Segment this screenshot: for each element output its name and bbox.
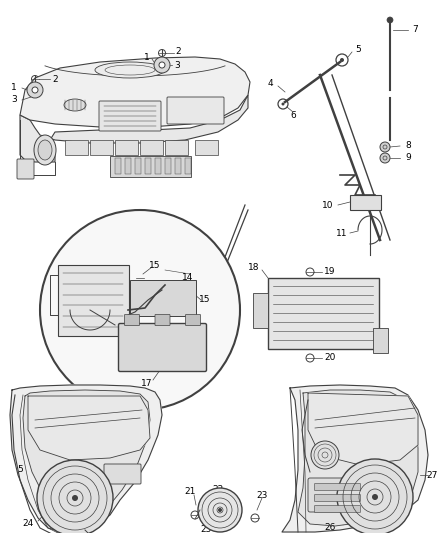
Text: 15: 15 (149, 261, 161, 270)
Ellipse shape (95, 62, 165, 78)
Text: 25: 25 (200, 524, 212, 533)
FancyBboxPatch shape (186, 314, 201, 326)
FancyBboxPatch shape (125, 158, 131, 174)
FancyBboxPatch shape (110, 156, 191, 176)
FancyBboxPatch shape (165, 158, 171, 174)
Polygon shape (298, 390, 418, 526)
FancyBboxPatch shape (373, 328, 389, 353)
FancyBboxPatch shape (350, 195, 381, 209)
Circle shape (380, 142, 390, 152)
Circle shape (340, 58, 344, 62)
Circle shape (387, 17, 393, 23)
Circle shape (72, 495, 78, 501)
Text: 22: 22 (212, 486, 224, 495)
Text: 19: 19 (324, 268, 336, 277)
FancyBboxPatch shape (114, 140, 138, 155)
Text: 10: 10 (322, 200, 334, 209)
FancyBboxPatch shape (64, 140, 88, 155)
FancyBboxPatch shape (185, 158, 191, 174)
FancyBboxPatch shape (167, 97, 224, 124)
FancyBboxPatch shape (194, 140, 218, 155)
Text: 3: 3 (11, 95, 17, 104)
Ellipse shape (64, 99, 86, 111)
Circle shape (32, 87, 38, 93)
Text: 8: 8 (405, 141, 411, 149)
FancyBboxPatch shape (308, 478, 367, 512)
Circle shape (198, 488, 242, 532)
Circle shape (311, 441, 339, 469)
Text: 27: 27 (426, 471, 438, 480)
Text: 26: 26 (324, 523, 336, 532)
Text: 7: 7 (412, 26, 418, 35)
FancyBboxPatch shape (119, 324, 206, 372)
Text: 2: 2 (52, 75, 58, 84)
Text: 6: 6 (290, 110, 296, 119)
Text: 17: 17 (141, 378, 153, 387)
FancyBboxPatch shape (268, 278, 378, 349)
Circle shape (380, 153, 390, 163)
Ellipse shape (38, 140, 52, 160)
Text: 5: 5 (355, 45, 361, 54)
FancyBboxPatch shape (17, 159, 34, 179)
Circle shape (40, 210, 240, 410)
FancyBboxPatch shape (124, 314, 139, 326)
Circle shape (159, 62, 165, 68)
Polygon shape (20, 95, 248, 162)
FancyBboxPatch shape (89, 140, 113, 155)
Polygon shape (20, 57, 250, 127)
FancyBboxPatch shape (115, 158, 121, 174)
Circle shape (27, 82, 43, 98)
FancyBboxPatch shape (165, 140, 187, 155)
FancyBboxPatch shape (175, 158, 181, 174)
Text: 15: 15 (199, 295, 211, 304)
Ellipse shape (34, 135, 56, 165)
Circle shape (337, 459, 413, 533)
Text: 18: 18 (248, 263, 260, 272)
FancyBboxPatch shape (130, 279, 195, 316)
Circle shape (372, 494, 378, 500)
FancyBboxPatch shape (104, 464, 141, 484)
Text: 20: 20 (324, 353, 336, 362)
FancyBboxPatch shape (314, 505, 360, 513)
Text: 4: 4 (267, 78, 273, 87)
Text: 2: 2 (175, 47, 181, 56)
FancyBboxPatch shape (155, 314, 170, 326)
Polygon shape (282, 385, 428, 532)
Text: 16: 16 (62, 316, 74, 325)
Text: 3: 3 (174, 61, 180, 69)
Text: 5: 5 (17, 465, 23, 474)
Circle shape (218, 508, 222, 512)
Text: 9: 9 (405, 154, 411, 163)
FancyBboxPatch shape (135, 158, 141, 174)
FancyBboxPatch shape (145, 158, 151, 174)
Text: 1: 1 (11, 84, 17, 93)
Circle shape (282, 102, 285, 106)
Circle shape (154, 57, 170, 73)
FancyBboxPatch shape (155, 158, 161, 174)
FancyBboxPatch shape (139, 140, 162, 155)
Polygon shape (23, 390, 150, 518)
FancyBboxPatch shape (99, 101, 161, 131)
FancyBboxPatch shape (253, 293, 268, 328)
FancyBboxPatch shape (314, 495, 360, 502)
Circle shape (37, 460, 113, 533)
Polygon shape (10, 385, 162, 532)
Text: 11: 11 (336, 229, 348, 238)
Polygon shape (308, 393, 418, 465)
Text: 23: 23 (256, 490, 268, 499)
Text: 14: 14 (182, 273, 194, 282)
Text: 1: 1 (144, 53, 150, 62)
Text: 21: 21 (184, 488, 196, 497)
Text: 24: 24 (22, 519, 34, 528)
Polygon shape (28, 396, 150, 460)
FancyBboxPatch shape (314, 483, 360, 490)
FancyBboxPatch shape (57, 264, 128, 335)
